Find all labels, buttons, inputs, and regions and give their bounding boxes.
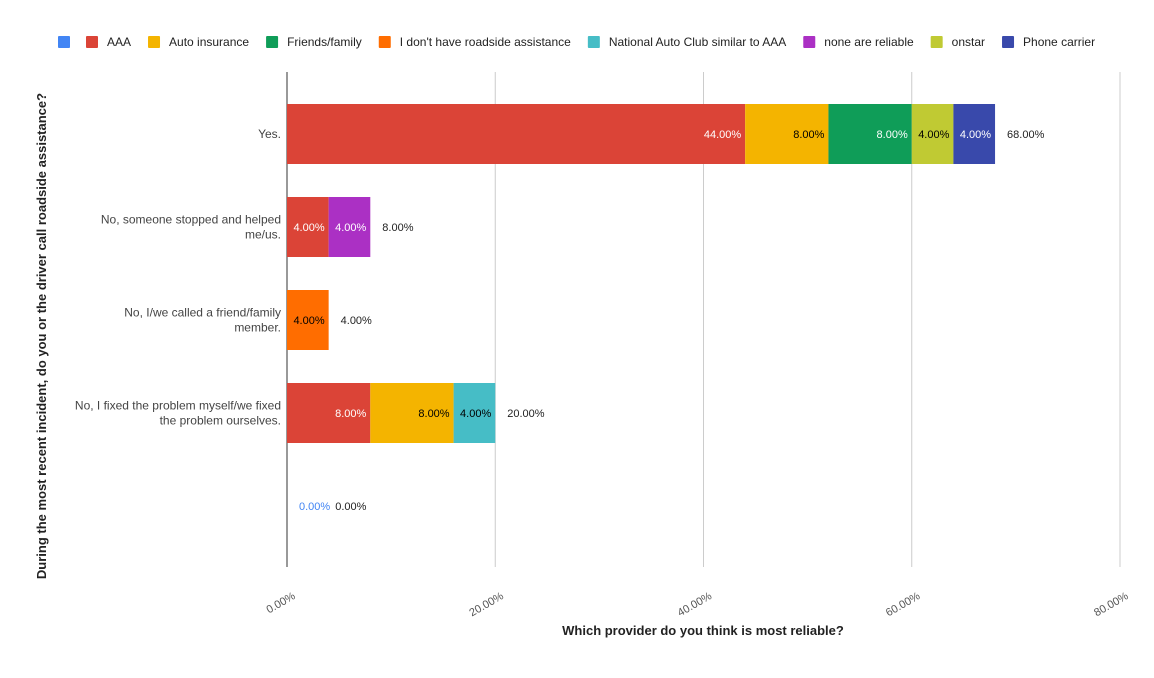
segment-label-1-1: 4.00% [293,222,324,234]
bar-segment-0-3 [828,104,912,164]
total-label-3: 20.00% [507,408,545,420]
segment-label-1-6: 4.00% [335,222,366,234]
category-label-3-1: the problem ourselves. [160,414,281,428]
bar-segment-3-5 [453,383,496,443]
segment-label-4-0: 0.00% [299,501,330,513]
legend-label-1: AAA [107,35,131,49]
total-label-4: 0.00% [335,501,366,513]
legend-swatch-2 [148,36,161,48]
data-labels: 44.00% 8.00% 8.00% 4.00% 4.00% 68.00% 4.00% 4.0… [293,129,1044,513]
bar-segment-0-2 [745,104,829,164]
segment-label-0-1: 44.00% [704,129,742,141]
category-label-2-0: No, I/we called a friend/family [124,306,281,320]
bar-segment-0-7 [911,104,954,164]
legend-label-3: Friends/family [287,35,362,49]
legend-label-5: National Auto Club similar to AAA [609,35,786,49]
x-tick-label-3: 60.00% [884,590,922,619]
x-tick-label-1: 20.00% [467,590,505,619]
legend-label-8: Phone carrier [1023,35,1095,49]
category-label-2-1: member. [234,321,281,335]
bars [287,104,996,443]
segment-label-3-5: 4.00% [460,408,491,420]
bar-segment-0-1 [287,104,746,164]
total-label-2: 4.00% [341,315,372,327]
legend-swatch-3 [266,36,279,48]
legend-swatch-1 [86,36,98,48]
segment-label-0-8: 4.00% [960,129,991,141]
x-axis-title: Which provider do you think is most reli… [562,623,844,638]
total-label-0: 68.00% [1007,129,1045,141]
legend-swatch-6 [803,36,816,48]
bar-segment-0-8 [953,104,996,164]
total-label-1: 8.00% [382,222,413,234]
bar-segment-1-6 [328,197,371,257]
legend-label-2: Auto insurance [169,35,249,49]
segment-label-2-4: 4.00% [293,315,324,327]
category-label-1-0: No, someone stopped and helped [101,213,281,227]
legend-swatch-0 [58,36,70,48]
segment-label-3-1: 8.00% [335,408,366,420]
x-tick-label-2: 40.00% [676,590,714,619]
legend: AAA Auto insurance Friends/family I don't h… [58,35,1095,49]
segment-label-0-7: 4.00% [918,129,949,141]
category-label-3-0: No, I fixed the problem myself/we fixed [75,399,281,413]
category-labels: Yes. No, someone stopped and helpedme/us.… [75,127,281,428]
bar-segment-3-1 [287,383,371,443]
segment-label-3-2: 8.00% [418,408,449,420]
y-axis-title: During the most recent incident, do you … [34,93,49,579]
legend-swatch-7 [930,36,943,48]
legend-swatch-8 [1002,36,1015,48]
legend-label-6: none are reliable [824,35,914,49]
bar-segment-2-4 [287,290,329,350]
segment-label-0-2: 8.00% [793,129,824,141]
legend-label-7: onstar [952,35,985,49]
legend-swatch-5 [587,36,600,48]
segment-label-0-3: 8.00% [877,129,908,141]
x-tick-labels: 0.00% 20.00% 40.00% 60.00% 80.00% [264,590,1130,619]
legend-swatch-4 [378,36,391,48]
bar-segment-1-1 [287,197,329,257]
legend-label-4: I don't have roadside assistance [400,35,571,49]
category-label-1-1: me/us. [245,228,281,242]
x-tick-label-0: 0.00% [264,590,297,616]
category-label-0-0: Yes. [258,127,281,141]
bar-segment-3-2 [370,383,454,443]
x-tick-label-4: 80.00% [1092,590,1130,619]
